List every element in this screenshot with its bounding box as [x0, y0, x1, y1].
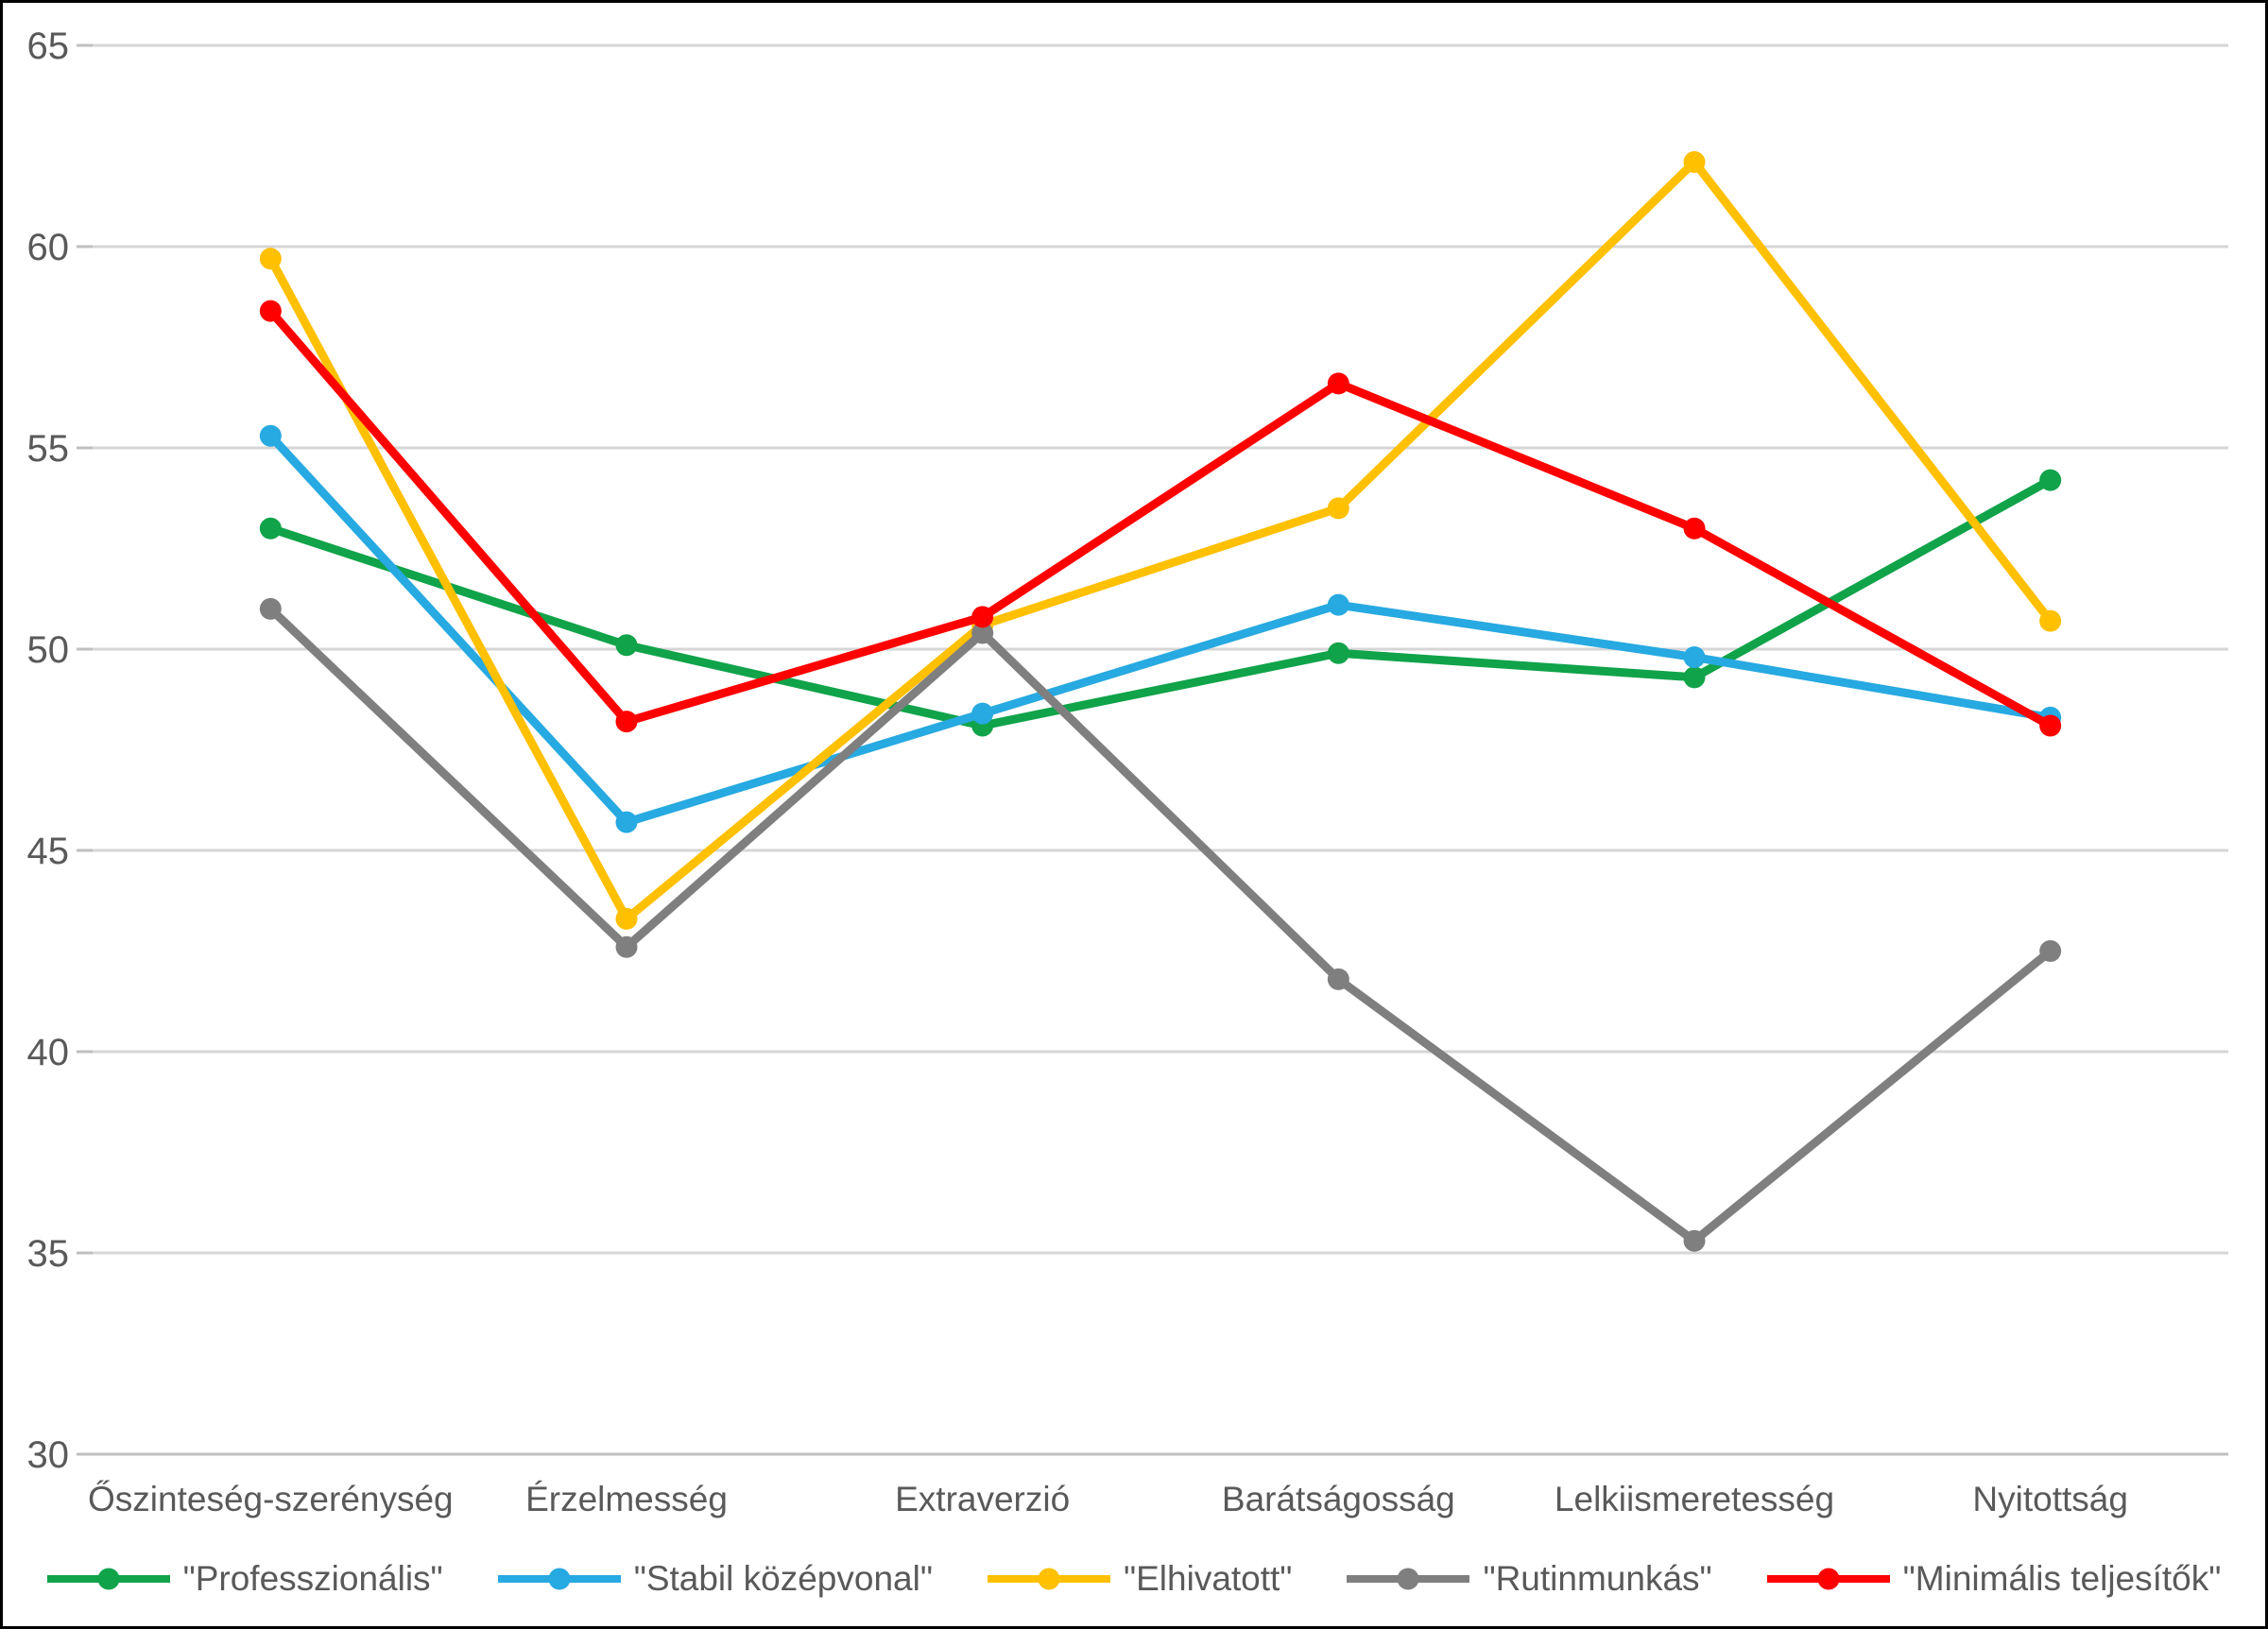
data-point-rutinmunkas — [259, 597, 282, 620]
data-point-professzionalis — [1683, 666, 1706, 689]
y-tick-label: 40 — [27, 1032, 70, 1073]
legend-line-with-dot-icon — [497, 1567, 621, 1591]
legend-line-with-dot-icon — [987, 1567, 1110, 1591]
legend-dot-icon — [1397, 1568, 1419, 1590]
x-category-label: Őszinteség-szerénység — [88, 1480, 454, 1518]
data-point-stabil-kozepvonal — [1683, 646, 1706, 669]
data-point-elhivatott — [1683, 151, 1706, 174]
legend-label: "Minimális teljesítők" — [1902, 1559, 2222, 1598]
data-point-elhivatott — [1327, 497, 1349, 520]
data-point-elhivatott — [2039, 609, 2062, 632]
y-tick-label: 60 — [27, 227, 70, 268]
series-line-professzionalis — [266, 475, 2055, 730]
data-point-stabil-kozepvonal — [615, 811, 638, 833]
data-point-elhivatott — [259, 248, 282, 270]
data-point-minimalis-teljesitok — [1683, 517, 1706, 540]
legend-item-professzionalis: "Professzionális" — [46, 1559, 443, 1599]
data-point-rutinmunkas — [1683, 1229, 1706, 1252]
data-point-stabil-kozepvonal — [971, 702, 994, 725]
series-line-elhivatott — [266, 158, 2055, 923]
data-point-rutinmunkas — [2039, 940, 2062, 962]
y-tick-label: 65 — [27, 26, 70, 67]
data-point-professzionalis — [2039, 469, 2062, 491]
y-tick-label: 30 — [27, 1434, 70, 1476]
legend-dot-icon — [548, 1568, 571, 1590]
series-line-stabil-kozepvonal — [266, 431, 2055, 827]
legend-label: "Elhivatott" — [1123, 1559, 1293, 1598]
data-point-rutinmunkas — [1327, 968, 1349, 990]
x-category-label: Érzelmesség — [525, 1480, 728, 1518]
chart-legend: "Professzionális" "Stabil középvonal" "Elh… — [3, 1541, 2265, 1617]
data-point-professzionalis — [259, 517, 282, 540]
legend-item-stabil-kozepvonal: "Stabil középvonal" — [497, 1559, 933, 1599]
x-category-label: Barátságosság — [1222, 1480, 1455, 1518]
legend-line-with-dot-icon — [1766, 1567, 1890, 1591]
legend-line-with-dot-icon — [1347, 1567, 1470, 1591]
data-point-professzionalis — [1327, 642, 1349, 664]
data-point-minimalis-teljesitok — [615, 711, 638, 733]
legend-label: "Rutinmunkás" — [1483, 1559, 1712, 1598]
y-tick-label: 55 — [27, 428, 70, 470]
y-tick-label: 50 — [27, 629, 70, 671]
legend-dot-icon — [1038, 1568, 1060, 1590]
data-point-professzionalis — [615, 634, 638, 657]
plot-area: 30 35 40 45 50 55 60 65 Őszinteség-szerénység Érz… — [27, 26, 2228, 1518]
data-point-rutinmunkas — [971, 622, 994, 644]
series-line-rutinmunkas — [266, 604, 2055, 1245]
data-point-stabil-kozepvonal — [1327, 593, 1349, 616]
y-tick-label: 45 — [27, 831, 70, 872]
data-point-rutinmunkas — [615, 935, 638, 958]
data-point-minimalis-teljesitok — [971, 606, 994, 628]
x-category-label: Extraverzió — [895, 1480, 1070, 1518]
series-line-minimalis-teljesitok — [266, 306, 2055, 730]
legend-dot-icon — [97, 1568, 120, 1590]
legend-item-rutinmunkas: "Rutinmunkás" — [1347, 1559, 1712, 1599]
legend-dot-icon — [1817, 1568, 1840, 1590]
legend-label: "Stabil középvonal" — [633, 1559, 933, 1598]
legend-item-elhivatott: "Elhivatott" — [987, 1559, 1293, 1599]
legend-line-with-dot-icon — [46, 1567, 170, 1591]
legend-item-minimalis-teljesitok: "Minimális teljesítők" — [1766, 1559, 2222, 1599]
data-point-elhivatott — [615, 907, 638, 930]
x-category-label: Nyitottság — [1972, 1480, 2128, 1518]
data-point-minimalis-teljesitok — [2039, 714, 2062, 737]
data-point-stabil-kozepvonal — [259, 424, 282, 447]
data-point-minimalis-teljesitok — [259, 300, 282, 322]
y-tick-label: 35 — [27, 1233, 70, 1275]
legend-label: "Professzionális" — [182, 1559, 443, 1598]
x-category-label: Lelkiismeretesség — [1555, 1480, 1834, 1518]
data-point-minimalis-teljesitok — [1327, 372, 1349, 395]
